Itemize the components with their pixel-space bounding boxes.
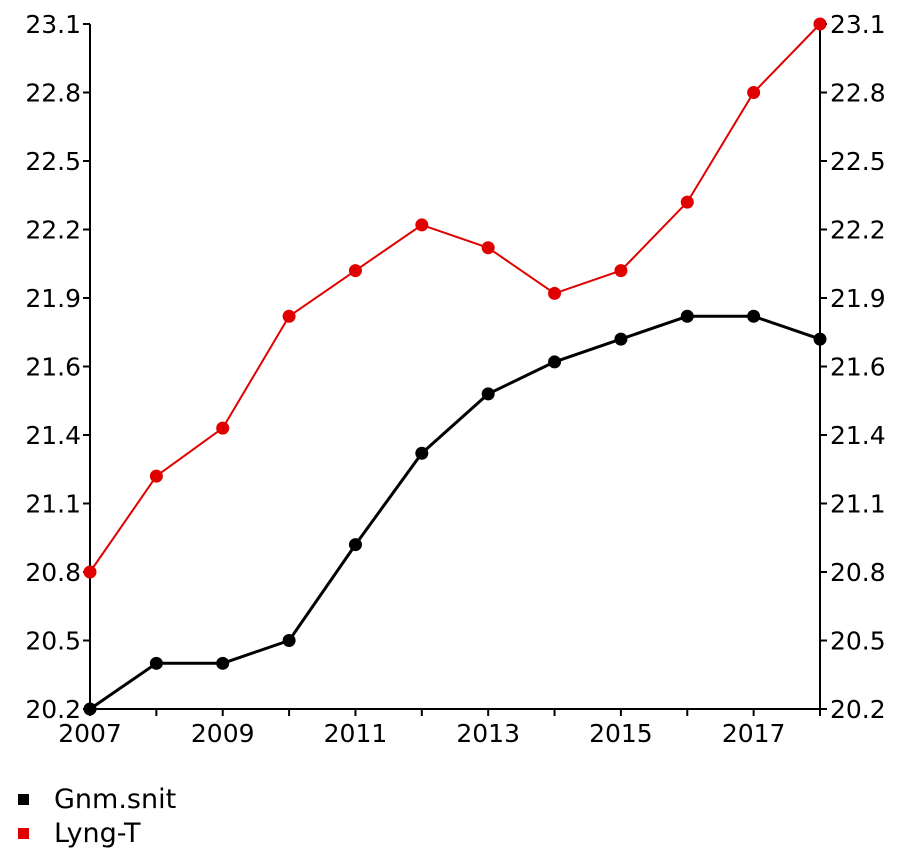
x-tick-label: 2017 [722,719,786,748]
series-0-point-2007 [83,702,97,716]
y-tick-label-left: 21.9 [25,284,81,313]
series-0-point-2017 [747,309,761,323]
y-tick-label-right: 20.8 [830,558,886,587]
series-0-point-2010 [282,634,296,647]
y-tick-label-left: 22.8 [25,79,81,108]
y-tick-label-right: 22.8 [830,79,886,108]
series-1-point-2007 [83,565,97,579]
y-tick-label-left: 22.5 [25,147,81,176]
legend-item-series-1: Lyng-T [18,816,176,850]
series-1-point-2014 [548,286,562,300]
series-0-point-2013 [481,387,495,401]
series-layer [83,17,827,716]
legend: Gnm.snit Lyng-T [18,782,176,850]
series-1-point-2009 [216,421,230,435]
series-1-point-2016 [680,195,694,209]
x-tick-label: 2013 [456,719,520,748]
y-tick-label-left: 21.1 [25,490,81,519]
series-0-point-2012 [415,446,429,460]
series-line-1 [89,23,821,573]
axes [89,24,821,710]
y-tick-label-left: 20.5 [25,627,81,656]
series-1-point-2018 [813,17,827,31]
y-tick-label-left: 20.2 [25,695,81,724]
y-tick-label-right: 20.2 [830,695,886,724]
legend-swatch-series-0 [18,793,29,805]
x-axis-ticks: 2007 2009 2011 2013 2015 2017 [58,709,821,748]
y-tick-label-right: 22.5 [830,147,886,176]
y-tick-label-left: 20.8 [25,558,81,587]
y-tick-label-right: 21.4 [830,421,886,450]
series-0-point-2009 [216,656,230,670]
y-tick-label-right: 20.5 [830,627,886,656]
y-tick-label-right: 21.1 [830,490,886,519]
series-1-point-2017 [747,86,761,99]
series-0-point-2014 [548,355,562,369]
series-0-point-2018 [813,332,827,346]
x-tick-label: 2011 [324,719,388,748]
series-1-point-2011 [348,264,362,278]
y-tick-label-left: 21.6 [25,353,81,382]
x-tick-label: 2015 [589,719,653,748]
series-0-point-2016 [680,309,694,323]
y-tick-label-left: 21.4 [25,421,81,450]
y-tick-label-right: 23.1 [830,10,886,39]
legend-label-series-0: Gnm.snit [54,783,177,815]
x-tick-label: 2009 [191,719,255,748]
series-0-point-2011 [348,538,362,552]
series-0-point-2015 [614,332,628,346]
y-tick-label-left: 22.2 [25,216,81,245]
series-1-point-2015 [614,264,628,278]
series-line-0 [89,314,821,711]
y-tick-label-right: 21.6 [830,353,886,382]
y-tick-label-right: 22.2 [830,216,886,245]
y-tick-label-right: 21.9 [830,284,886,313]
y-axis-ticks: 20.2 20.2 20.5 20.5 20.8 20.8 21.1 21.1 21.4 21.4… [25,10,885,724]
legend-swatch-series-1 [18,827,29,839]
legend-label-series-1: Lyng-T [54,817,141,849]
y-tick-label-left: 23.1 [25,10,81,39]
series-1-point-2013 [481,241,495,255]
x-tick-label: 2007 [58,719,122,748]
legend-item-series-0: Gnm.snit [18,782,176,816]
series-1-point-2008 [149,469,163,483]
series-1-point-2010 [282,309,296,323]
series-1-point-2012 [415,218,429,232]
series-0-point-2008 [149,656,163,670]
